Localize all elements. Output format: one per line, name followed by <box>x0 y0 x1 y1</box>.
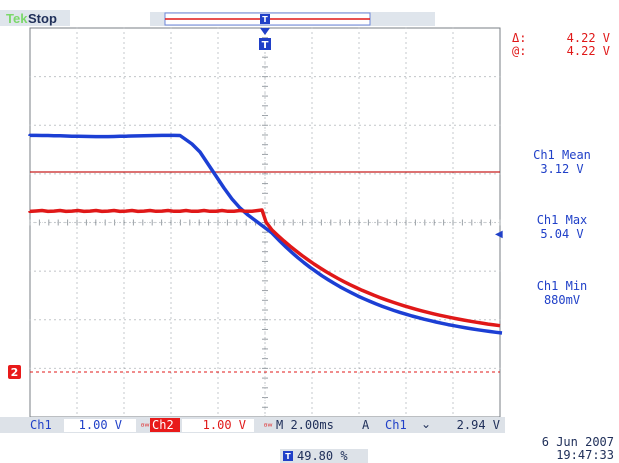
measurement-value-mean: 3.12 V <box>540 162 583 176</box>
trigger-position: 49.80 % <box>297 449 348 463</box>
trigger-marker: T <box>259 28 271 51</box>
ch2-bw-icon: ᴮᵂ <box>141 422 149 431</box>
ch2-scale: 1.00 V <box>203 418 246 432</box>
time: 19:47:33 <box>556 448 614 462</box>
ch1-waveform <box>28 133 503 335</box>
ch2-waveform <box>28 208 501 328</box>
status-box <box>0 10 70 26</box>
measurement-label-min: Ch1 Min <box>537 279 588 293</box>
delta-value: 4.22 V <box>567 31 610 45</box>
svg-text:T: T <box>262 15 268 24</box>
timebase: M 2.00ms <box>276 418 334 432</box>
at-label: @: <box>512 44 526 58</box>
ch2-tag <box>150 418 180 432</box>
trigger-position-icon <box>283 451 293 461</box>
ch1-label: Ch1 <box>30 418 52 432</box>
ch1-scale: 1.00 V <box>79 418 122 432</box>
at-value: 4.22 V <box>567 44 610 58</box>
ch2-label: Ch2 <box>152 418 174 432</box>
trigger-source: Ch1 <box>385 418 407 432</box>
trigger-position-marker-top: T <box>260 14 270 24</box>
bw-icon: ᴮᵂ <box>264 422 272 431</box>
trigger-level: 2.94 V <box>457 418 500 432</box>
date: 6 Jun 2007 <box>542 435 614 449</box>
svg-text:2: 2 <box>11 366 19 379</box>
ch2-ground-marker[interactable]: 2 <box>8 365 21 379</box>
measurement-value-max: 5.04 V <box>540 227 583 241</box>
trigger-position-icon-glyph: T <box>285 452 291 461</box>
ch1-scale-box <box>64 419 136 432</box>
ch2-scale-box <box>182 419 254 432</box>
delta-label: Δ: <box>512 31 526 45</box>
trigger-mode: A <box>362 418 370 432</box>
trigger-position-box <box>280 449 368 463</box>
state-label: Stop <box>28 11 57 26</box>
mode-label: Tek <box>6 11 28 26</box>
measurement-value-min: 880mV <box>544 293 580 307</box>
svg-text:T: T <box>262 40 269 51</box>
measurement-label-max: Ch1 Max <box>537 213 588 227</box>
trigger-slope-icon: ⌄ <box>421 417 431 431</box>
measurement-label-mean: Ch1 Mean <box>533 148 591 162</box>
trigger-level-arrow: ◀ <box>495 229 503 240</box>
